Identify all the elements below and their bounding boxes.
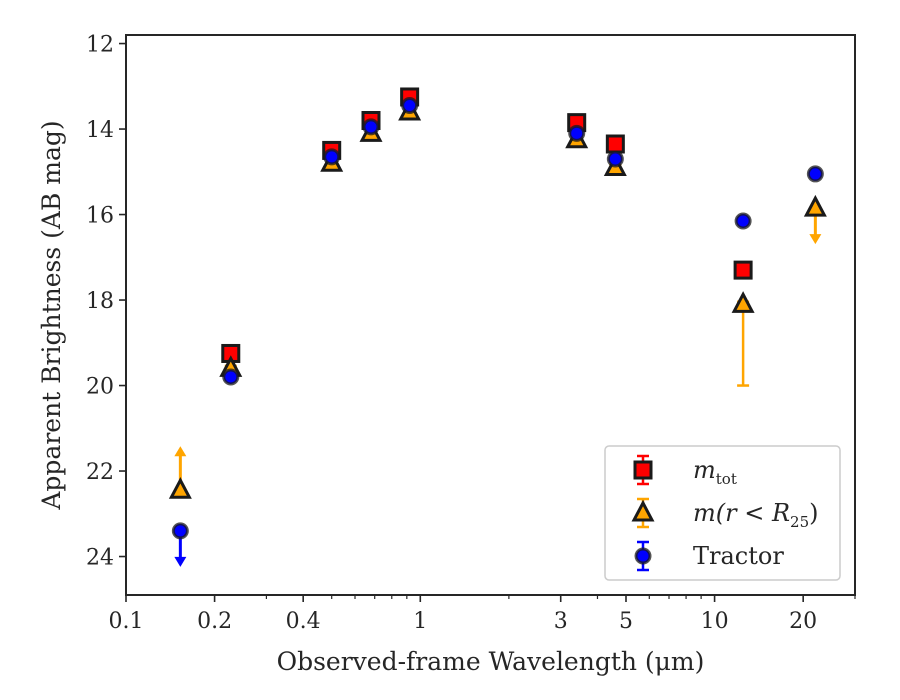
mr25-point <box>803 194 827 217</box>
series-triangle <box>168 98 827 499</box>
x-tick-label: 1 <box>413 609 427 634</box>
legend-label-tail: ) <box>809 499 818 527</box>
legend-entry-square: mtot <box>633 454 737 488</box>
axes: 0.1 0.2 0.4 1 3 5 10 20 12 14 16 18 20 22 24 <box>86 33 856 634</box>
y-tick-label: 24 <box>86 546 114 571</box>
x-axis-label: Observed-frame Wavelength (μm) <box>277 647 705 676</box>
mtot-point <box>605 134 625 154</box>
mr25-point <box>731 291 755 313</box>
y-tick-label: 16 <box>86 204 114 229</box>
x-tick-label: 0.4 <box>286 609 321 634</box>
limit-arrow-head <box>809 234 822 245</box>
legend-marker <box>634 547 652 565</box>
x-tick-label: 3 <box>554 609 568 634</box>
tractor-point <box>323 148 341 166</box>
x-tick-label: 0.2 <box>197 609 232 634</box>
legend-label: Tractor <box>693 542 784 570</box>
x-tick-label: 0.1 <box>109 609 144 634</box>
x-tick-label: 10 <box>701 609 729 634</box>
tractor-point <box>362 118 380 136</box>
legend-marker <box>633 460 653 480</box>
legend-box <box>604 445 841 581</box>
series-square <box>221 87 753 363</box>
legend-label: m(r < R25) <box>693 499 819 531</box>
tractor-point <box>806 165 824 183</box>
y-tick-label: 18 <box>86 289 114 314</box>
tractor-point <box>734 212 752 230</box>
legend-label-main: m(r < R <box>693 499 790 527</box>
legend-label-subscript: 25 <box>790 513 809 531</box>
y-tick-label: 20 <box>86 375 114 400</box>
mr25-point <box>168 477 192 499</box>
plot-area <box>168 87 827 567</box>
tractor-point <box>606 150 624 168</box>
legend: mtot m(r < R25) Tractor <box>604 445 841 581</box>
legend-label-main: m <box>693 456 716 484</box>
y-tick-label: 22 <box>86 460 114 485</box>
x-tick-label: 20 <box>789 609 817 634</box>
y-tick-label: 12 <box>86 33 114 58</box>
tractor-point <box>171 522 189 540</box>
plot-frame <box>125 34 856 596</box>
mtot-point <box>733 260 753 280</box>
y-axis-label: Apparent Brightness (AB mag) <box>37 120 66 510</box>
legend-label-subscript: tot <box>716 470 737 488</box>
tractor-point <box>401 97 419 115</box>
tractor-point <box>568 124 586 142</box>
limit-arrow-head <box>174 556 187 567</box>
legend-marker <box>631 499 655 522</box>
legend-entry-triangle: m(r < R25) <box>631 497 819 531</box>
x-tick-label: 5 <box>619 609 633 634</box>
y-tick-label: 14 <box>86 118 114 143</box>
limit-arrow-head <box>174 446 187 457</box>
tractor-point <box>222 368 240 386</box>
series-circle <box>171 97 824 567</box>
legend-entry-circle: Tractor <box>634 540 784 572</box>
legend-label: mtot <box>693 456 737 488</box>
